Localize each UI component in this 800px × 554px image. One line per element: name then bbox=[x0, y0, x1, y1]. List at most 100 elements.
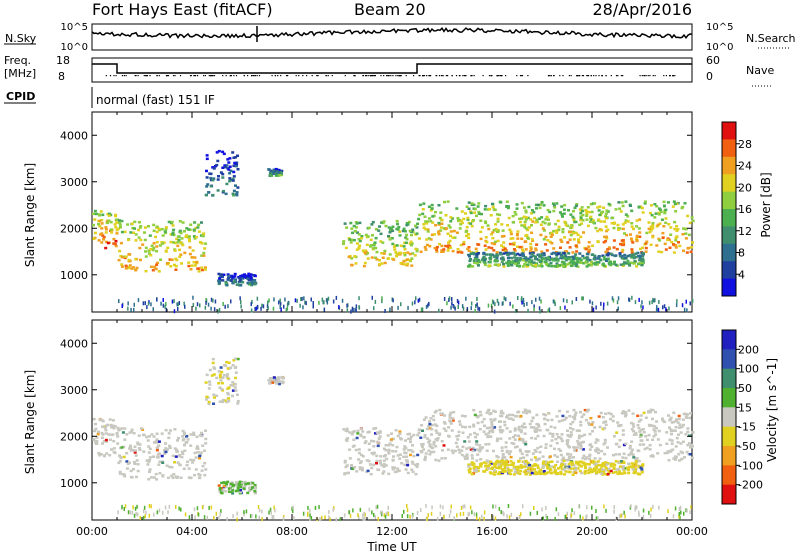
velocity-cell bbox=[601, 469, 605, 473]
velocity-cell bbox=[602, 421, 606, 424]
velocity-cell bbox=[183, 433, 186, 436]
velocity-cell bbox=[644, 435, 648, 438]
power-cell bbox=[554, 265, 558, 268]
velocity-cell bbox=[636, 449, 640, 452]
power-cell bbox=[357, 246, 361, 249]
velocity-cell bbox=[478, 517, 481, 522]
velocity-cell bbox=[583, 408, 587, 412]
power-cell bbox=[441, 250, 445, 253]
velocity-cell bbox=[495, 466, 499, 469]
velocity-cell bbox=[574, 468, 578, 472]
power-cell bbox=[102, 235, 106, 239]
velocity-cell bbox=[654, 410, 657, 414]
velocity-cell bbox=[582, 516, 584, 521]
velocity-cell bbox=[499, 462, 503, 465]
power-cell bbox=[160, 301, 162, 306]
power-cell bbox=[162, 298, 164, 302]
power-cell bbox=[562, 298, 565, 303]
velocity-cell bbox=[605, 463, 609, 466]
nave-point bbox=[426, 75, 428, 77]
power-cell bbox=[232, 189, 236, 193]
velocity-cell bbox=[541, 507, 543, 512]
power-cell bbox=[508, 242, 512, 246]
power-cell bbox=[195, 260, 199, 264]
power-cell bbox=[520, 237, 524, 240]
power-cell bbox=[212, 298, 214, 303]
power-cell bbox=[620, 201, 624, 204]
velocity-cell bbox=[648, 444, 652, 447]
velocity-cell bbox=[478, 410, 482, 414]
velocity-cell bbox=[528, 422, 532, 426]
power-cell bbox=[391, 229, 395, 233]
velocity-cell bbox=[615, 516, 618, 521]
velocity-cell bbox=[604, 420, 608, 423]
nave-point bbox=[121, 75, 124, 77]
velocity-cell bbox=[488, 463, 492, 466]
power-cell bbox=[211, 193, 215, 197]
power-cell bbox=[138, 246, 142, 250]
power-cell bbox=[197, 267, 201, 270]
power-cell bbox=[272, 172, 276, 176]
velocity-cell bbox=[550, 418, 554, 422]
power-cell bbox=[209, 176, 213, 180]
velocity-cell bbox=[225, 360, 229, 364]
power-cell bbox=[539, 255, 542, 259]
velocity-cell bbox=[185, 463, 189, 467]
velocity-cell bbox=[528, 473, 532, 476]
power-cell bbox=[525, 216, 529, 219]
power-cell bbox=[410, 242, 414, 245]
power-cell bbox=[611, 296, 614, 301]
power-cell bbox=[481, 257, 485, 261]
power-cell bbox=[497, 263, 501, 267]
velocity-cell bbox=[212, 373, 216, 376]
power-cell bbox=[663, 211, 667, 215]
power-cell bbox=[135, 266, 139, 270]
velocity-cell bbox=[123, 507, 125, 511]
velocity-cell bbox=[280, 380, 284, 383]
velocity-cell bbox=[620, 513, 622, 518]
velocity-cell bbox=[133, 451, 137, 454]
power-cell bbox=[410, 233, 413, 237]
power-cell bbox=[359, 237, 363, 240]
velocity-cell bbox=[120, 427, 124, 430]
power-cell bbox=[531, 220, 535, 223]
power-cell bbox=[512, 251, 516, 255]
power-cell bbox=[427, 303, 429, 308]
power-cell bbox=[425, 222, 429, 225]
velocity-cell bbox=[361, 455, 365, 458]
power-cell bbox=[669, 233, 673, 236]
power-cell bbox=[187, 228, 191, 231]
power-cell bbox=[675, 235, 679, 238]
power-cell bbox=[477, 202, 481, 205]
power-cell bbox=[572, 209, 575, 213]
velocity-cell bbox=[406, 463, 410, 467]
power-cell bbox=[411, 228, 415, 231]
nave-point bbox=[149, 75, 151, 77]
power-cell bbox=[559, 211, 562, 214]
velocity-band bbox=[204, 357, 240, 406]
velocity-cell bbox=[155, 449, 159, 452]
velocity-cell bbox=[537, 457, 541, 460]
velocity-cell bbox=[137, 447, 141, 450]
velocity-cell bbox=[576, 446, 580, 449]
power-cell bbox=[101, 234, 105, 237]
nave-point bbox=[462, 75, 464, 77]
velocity-cell bbox=[269, 377, 273, 381]
velocity-cell bbox=[573, 417, 577, 421]
power-cell bbox=[344, 246, 348, 250]
velocity-cell bbox=[632, 433, 636, 436]
velocity-cell bbox=[101, 433, 105, 436]
power-cell bbox=[228, 179, 232, 183]
power-cell bbox=[380, 252, 384, 255]
velocity-cell bbox=[194, 468, 198, 471]
power-cell bbox=[491, 236, 495, 240]
velocity-cell bbox=[459, 512, 462, 517]
velocity-cell bbox=[446, 448, 450, 451]
velocity-cell bbox=[148, 447, 152, 451]
velocity-cell bbox=[515, 415, 519, 418]
power-cell bbox=[513, 210, 517, 214]
velocity-cell bbox=[579, 424, 583, 427]
velocity-cell bbox=[533, 506, 535, 510]
power-cell bbox=[321, 297, 324, 302]
power-cell bbox=[634, 255, 638, 259]
